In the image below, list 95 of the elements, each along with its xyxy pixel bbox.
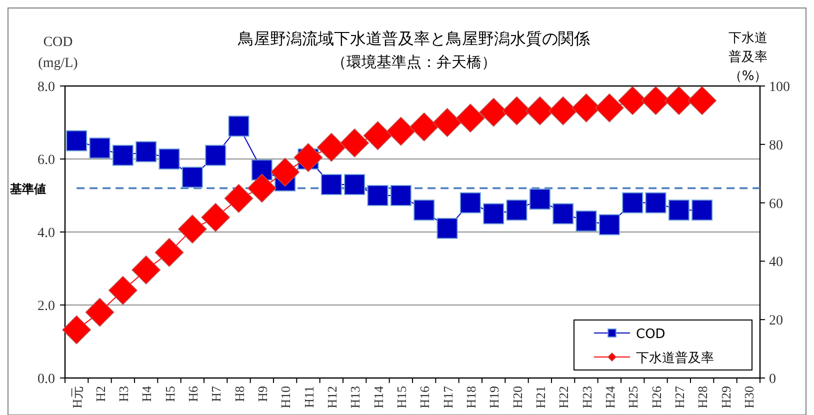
x-tick-label: H17 [440, 386, 456, 408]
x-tick-label: H28 [695, 386, 710, 408]
x-tick-label: H18 [463, 386, 478, 408]
point [506, 200, 528, 221]
ref-line-label: 基準値 [9, 182, 46, 196]
y-tick-label: 6.0 [38, 153, 55, 168]
x-tick-label: H20 [510, 386, 525, 408]
legend-label: COD [636, 327, 666, 342]
chart-subtitle: （環境基準点：弁天橋） [332, 53, 496, 71]
point [688, 86, 716, 115]
point [432, 108, 462, 137]
x-tick-label: H13 [348, 386, 363, 408]
point [456, 104, 485, 133]
x-tick-label: H4 [139, 386, 154, 402]
y2-tick-label: 100 [769, 80, 790, 95]
point [645, 192, 666, 214]
point [248, 174, 276, 203]
y-tick-label: 0.0 [38, 372, 55, 387]
x-tick-label: H7 [208, 386, 224, 402]
y-tick-label: 2.0 [38, 299, 55, 314]
point [205, 144, 226, 166]
x-tick-label: H23 [579, 386, 594, 408]
point [363, 121, 392, 150]
point [270, 158, 300, 187]
x-tick-label: H12 [324, 386, 340, 408]
x-tick-label: H19 [486, 386, 502, 408]
y2-tick-label: 40 [769, 255, 783, 270]
y2-tick-label: 0 [769, 372, 776, 387]
y-axis-title: COD (mg/L) [38, 35, 78, 71]
x-tick-label: H16 [417, 386, 432, 408]
point [294, 143, 323, 172]
point [136, 141, 157, 162]
x-tick-label: H元 [70, 386, 85, 408]
x-tick-label: H22 [556, 386, 572, 408]
x-tick-label: H30 [741, 386, 756, 408]
point [367, 185, 388, 206]
y2-tick-label: 80 [769, 138, 783, 154]
point [66, 130, 88, 152]
point [414, 200, 435, 221]
x-tick-label: H2 [92, 386, 108, 402]
x-tick-label: H15 [394, 386, 409, 408]
point [108, 276, 138, 305]
point [317, 132, 346, 162]
point [386, 116, 416, 146]
point [460, 192, 481, 214]
point [479, 98, 508, 127]
point [228, 116, 250, 137]
point [483, 203, 504, 224]
point [224, 184, 254, 213]
point [622, 192, 644, 214]
x-tick-label: H14 [370, 386, 386, 408]
point [182, 166, 203, 188]
point [340, 128, 369, 158]
point [692, 200, 713, 221]
point [89, 138, 110, 159]
x-tick-label: H5 [162, 386, 178, 402]
x-tick-label: H29 [718, 386, 734, 408]
x-tick-label: H26 [648, 386, 664, 408]
point [576, 210, 597, 232]
y2-axis-title: 下水道普及率（%） [728, 31, 768, 84]
y-tick-label: 8.0 [38, 80, 55, 95]
y-tick-label: 4.0 [38, 226, 55, 241]
point [62, 315, 91, 344]
chart-title: 鳥屋野潟流域下水道普及率と鳥屋野潟水質の関係 [237, 29, 590, 48]
x-tick-label: H10 [278, 386, 294, 408]
point [201, 203, 230, 232]
point [436, 218, 458, 239]
x-tick-label: H9 [254, 386, 270, 402]
point [112, 144, 134, 166]
point [85, 298, 114, 327]
x-tick-label: H3 [116, 386, 131, 402]
point [668, 200, 690, 221]
point [548, 96, 578, 126]
x-tick-label: H21 [532, 386, 548, 408]
point [552, 203, 574, 224]
x-tick-label: H25 [626, 386, 641, 408]
point [410, 112, 438, 142]
point [154, 238, 184, 267]
legend-label: 下水道普及率 [636, 350, 714, 366]
point [178, 214, 207, 244]
y2-tick-label: 60 [769, 196, 783, 212]
point [158, 148, 180, 170]
point [390, 185, 412, 206]
point [132, 256, 160, 284]
x-tick-label: H27 [672, 386, 687, 408]
point [529, 188, 550, 210]
point [595, 94, 624, 122]
point [344, 174, 366, 196]
point [320, 174, 342, 196]
x-tick-label: H6 [185, 386, 200, 402]
point [598, 214, 620, 236]
x-tick-label: H24 [602, 386, 618, 408]
x-tick-label: H11 [301, 386, 316, 408]
y2-tick-label: 20 [769, 314, 783, 329]
x-tick-label: H8 [232, 386, 247, 402]
